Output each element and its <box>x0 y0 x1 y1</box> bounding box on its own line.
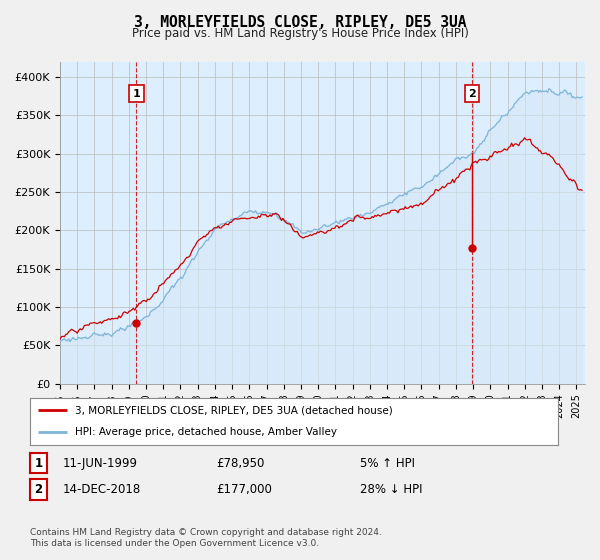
Text: 3, MORLEYFIELDS CLOSE, RIPLEY, DE5 3UA (detached house): 3, MORLEYFIELDS CLOSE, RIPLEY, DE5 3UA (… <box>75 405 392 416</box>
Text: 11-JUN-1999: 11-JUN-1999 <box>63 456 138 470</box>
Text: Price paid vs. HM Land Registry's House Price Index (HPI): Price paid vs. HM Land Registry's House … <box>131 27 469 40</box>
Text: 3, MORLEYFIELDS CLOSE, RIPLEY, DE5 3UA: 3, MORLEYFIELDS CLOSE, RIPLEY, DE5 3UA <box>134 15 466 30</box>
Text: Contains HM Land Registry data © Crown copyright and database right 2024.
This d: Contains HM Land Registry data © Crown c… <box>30 528 382 548</box>
Text: £78,950: £78,950 <box>216 456 265 470</box>
Text: 5% ↑ HPI: 5% ↑ HPI <box>360 456 415 470</box>
Text: £177,000: £177,000 <box>216 483 272 496</box>
Text: 2: 2 <box>469 89 476 99</box>
Text: 1: 1 <box>133 89 140 99</box>
Text: 2: 2 <box>34 483 43 496</box>
Text: 14-DEC-2018: 14-DEC-2018 <box>63 483 141 496</box>
Text: 28% ↓ HPI: 28% ↓ HPI <box>360 483 422 496</box>
Text: HPI: Average price, detached house, Amber Valley: HPI: Average price, detached house, Ambe… <box>75 427 337 437</box>
Text: 1: 1 <box>34 456 43 470</box>
